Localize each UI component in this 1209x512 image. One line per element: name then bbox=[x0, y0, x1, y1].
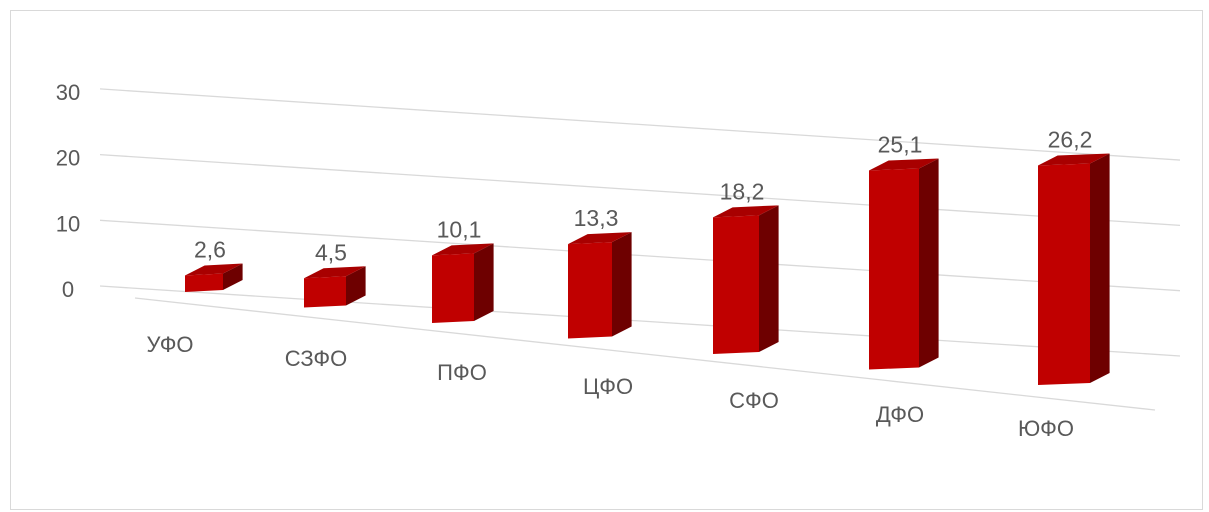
data-label: 2,6 bbox=[194, 236, 226, 262]
x-tick-label: ПФО bbox=[437, 360, 487, 385]
data-label: 4,5 bbox=[315, 239, 347, 265]
bar-side bbox=[1090, 153, 1110, 383]
bar-top bbox=[568, 232, 632, 245]
data-label: 18,2 bbox=[720, 178, 765, 204]
bar-side bbox=[223, 263, 243, 290]
bar-top bbox=[304, 266, 366, 279]
x-tick-label: ЮФО bbox=[1018, 416, 1074, 441]
x-axis-ticks: УФО СЗФО ПФО ЦФО СФО ДФО ЮФО bbox=[146, 332, 1074, 441]
y-tick-label: 0 bbox=[62, 277, 74, 302]
bar-front bbox=[185, 273, 223, 292]
bar-front bbox=[432, 253, 474, 323]
y-axis-ticks: 0 10 20 30 bbox=[56, 80, 80, 302]
bar-2 bbox=[432, 243, 494, 323]
x-tick-label: ДФО bbox=[876, 402, 924, 427]
y-tick-label: 30 bbox=[56, 80, 80, 105]
bar-top bbox=[713, 205, 779, 218]
bar-3 bbox=[568, 232, 632, 339]
data-label: 13,3 bbox=[574, 205, 619, 231]
bar-5 bbox=[869, 158, 939, 370]
floor-front-edge bbox=[134, 297, 1156, 411]
bar-top bbox=[1038, 153, 1110, 166]
bar-side bbox=[474, 243, 494, 321]
gridlines bbox=[99, 88, 1181, 411]
bar-side bbox=[919, 158, 939, 368]
bar-front bbox=[304, 276, 346, 308]
data-label: 26,2 bbox=[1048, 127, 1093, 153]
bar-top bbox=[432, 243, 494, 256]
x-tick-label: ЦФО bbox=[583, 374, 633, 399]
bar-0 bbox=[185, 263, 243, 292]
bars bbox=[185, 153, 1110, 385]
bar-top bbox=[185, 263, 243, 276]
data-label: 10,1 bbox=[437, 216, 482, 242]
data-labels: 2,6 4,5 10,1 13,3 18,2 25,1 26,2 bbox=[194, 127, 1092, 266]
bar-side bbox=[759, 205, 779, 352]
gridline-30 bbox=[99, 88, 1181, 161]
bar-top bbox=[869, 158, 939, 171]
bar-side bbox=[612, 232, 632, 337]
y-tick-label: 20 bbox=[56, 146, 80, 171]
gridline-0 bbox=[99, 285, 1181, 357]
gridline-20 bbox=[99, 153, 1181, 227]
gridline-10 bbox=[99, 219, 1181, 292]
bar-4 bbox=[713, 205, 779, 354]
bar-front bbox=[869, 168, 919, 370]
x-tick-label: УФО bbox=[146, 332, 193, 357]
bar-1 bbox=[304, 266, 366, 308]
x-tick-label: СЗФО bbox=[285, 346, 348, 371]
data-label: 25,1 bbox=[878, 131, 923, 157]
bar-side bbox=[346, 266, 366, 306]
x-tick-label: СФО bbox=[729, 388, 779, 413]
bar-6 bbox=[1038, 153, 1110, 385]
bar-front bbox=[568, 242, 612, 339]
bar-front bbox=[1038, 163, 1090, 385]
y-tick-label: 10 bbox=[56, 211, 80, 236]
bar-front bbox=[713, 215, 759, 354]
